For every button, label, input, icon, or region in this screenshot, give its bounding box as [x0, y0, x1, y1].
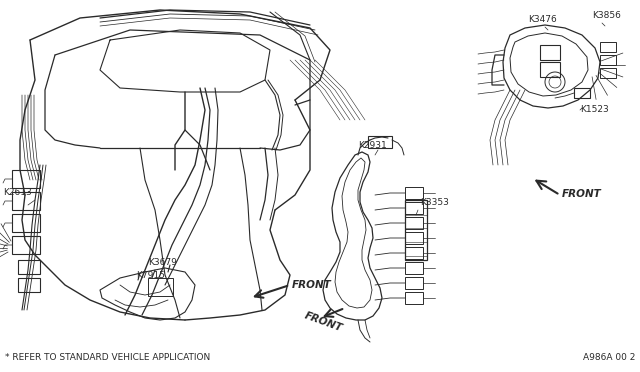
Text: FRONT: FRONT — [562, 189, 602, 199]
Text: K2613: K2613 — [3, 188, 32, 197]
Text: K3353: K3353 — [420, 198, 449, 207]
Bar — [12, 236, 40, 254]
Bar — [600, 68, 616, 78]
Bar — [574, 88, 590, 98]
Text: K3856: K3856 — [592, 11, 621, 20]
Bar — [600, 55, 616, 65]
Bar — [18, 260, 40, 274]
Text: K3679: K3679 — [148, 258, 177, 267]
Bar — [18, 278, 40, 292]
Bar — [540, 62, 560, 77]
Bar — [405, 200, 427, 260]
Bar — [148, 278, 173, 296]
Text: K1523: K1523 — [580, 105, 609, 114]
Bar — [12, 214, 40, 232]
Bar — [540, 45, 560, 60]
Bar — [600, 42, 616, 52]
Bar — [12, 192, 40, 210]
Text: FRONT: FRONT — [303, 311, 344, 333]
Bar — [405, 277, 423, 289]
Text: K3476: K3476 — [528, 15, 557, 24]
Text: * REFER TO STANDARD VEHICLE APPLICATION: * REFER TO STANDARD VEHICLE APPLICATION — [5, 353, 211, 362]
Bar — [405, 202, 423, 214]
Bar — [405, 217, 423, 229]
Bar — [405, 247, 423, 259]
Bar — [405, 187, 423, 199]
Text: K7915: K7915 — [136, 271, 165, 280]
Bar — [405, 232, 423, 244]
Text: K2931: K2931 — [358, 141, 387, 150]
Text: A986A 00 2: A986A 00 2 — [582, 353, 635, 362]
Bar — [405, 262, 423, 274]
Bar — [12, 170, 40, 188]
Bar — [405, 292, 423, 304]
Bar — [368, 136, 392, 148]
Text: FRONT: FRONT — [292, 280, 332, 290]
